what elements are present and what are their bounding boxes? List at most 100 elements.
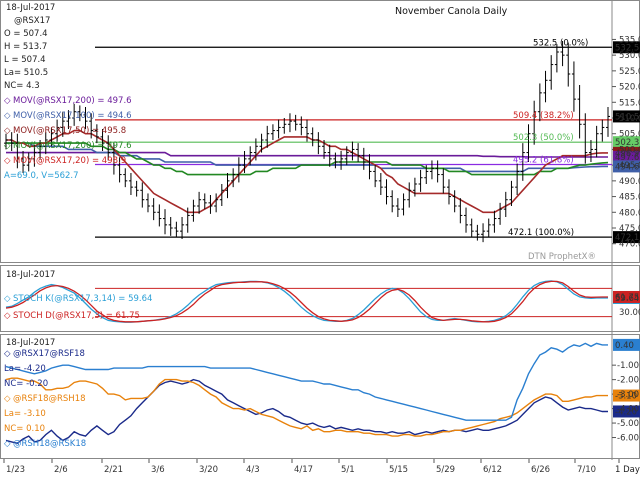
ohlc-bar — [225, 173, 230, 199]
fib-level-label: 502.3 (50.0%) — [513, 133, 574, 143]
legend-marker: ◇ — [4, 439, 11, 449]
ohlc-bar — [49, 127, 54, 147]
legend-entry: @RSF18@RSH18 — [13, 394, 86, 404]
ohlc-bar — [469, 218, 474, 238]
ohlc-bar — [401, 193, 406, 216]
ohlc-bar — [549, 55, 554, 90]
ohlc-bar — [293, 114, 298, 131]
fib-level-label: 495.2 (61.8%) — [513, 156, 574, 166]
legend-entry: STOCH D(@RSX17,3) = 61.75 — [13, 311, 140, 321]
ohlc-bar — [106, 135, 111, 161]
spread-line — [5, 377, 608, 437]
ohlc-bar — [554, 44, 559, 73]
legend-marker: ◇ — [4, 111, 11, 121]
xtick-label: 1/23 — [6, 465, 25, 475]
legend-entry: MOV(@RSX17,200) = 497.6 — [13, 96, 132, 106]
legend-marker: ◇ — [4, 141, 11, 151]
ohlc-bar — [395, 198, 400, 217]
price-tag-label: 494.6 — [615, 162, 639, 172]
ohlc-bar — [429, 160, 434, 180]
spread-ytick-label: -3.00 — [617, 390, 639, 400]
price-ytick-label: 500.0 — [619, 145, 640, 155]
ohlc-bar — [299, 116, 304, 136]
ma50-line — [6, 142, 609, 176]
price-ytick-label: 475.0 — [619, 224, 640, 234]
xtick-label: 6/12 — [483, 465, 502, 475]
ohlc-bar — [197, 191, 202, 214]
ohlc-bar — [236, 157, 241, 183]
legend-marker: ◇ — [4, 394, 11, 404]
legend-entry: NC= 0.10 — [4, 424, 45, 434]
ohlc-bar — [83, 107, 88, 129]
xtick-label: 7/10 — [577, 465, 596, 475]
ohlc-bar — [498, 202, 503, 225]
ohlc-bar — [594, 125, 599, 158]
price-tag-bg — [613, 160, 640, 173]
ohlc-bar — [464, 207, 469, 233]
ohlc-bar — [322, 140, 327, 159]
ohlc-bar — [418, 169, 423, 192]
xtick-label: 5/15 — [389, 465, 408, 475]
ohlc-bar — [424, 165, 429, 184]
price-tag-label: 497.6 — [615, 153, 639, 163]
ohlc-bar — [180, 217, 185, 239]
price-header-symbol: @RSX17 — [14, 16, 50, 26]
ohlc-bar — [259, 133, 264, 153]
stoch-ytick-label: 30.00 — [619, 308, 640, 318]
price-ytick-label: 490.0 — [619, 177, 640, 187]
text-layer: 18-Jul-2017 @RSX17 O = 507.4 H = 513.7 L… — [4, 3, 640, 475]
ohlc-bar — [384, 179, 389, 205]
xtick-label: 3/6 — [151, 465, 165, 475]
spread-panel-frame — [0, 334, 640, 459]
stoch-header-date: 18-Jul-2017 — [6, 270, 55, 280]
ohlc-bar — [287, 113, 292, 133]
ohlc-bar — [32, 144, 37, 167]
legend-entry: La= -3.10 — [4, 409, 46, 419]
ohlc-bar — [117, 157, 122, 183]
legend-marker: ◇ — [4, 156, 11, 166]
ohlc-bar — [208, 195, 213, 214]
price-tag-bg — [613, 231, 640, 244]
legend-entry: @RSH18@RSK18 — [13, 439, 86, 449]
ohlc-bar — [606, 107, 610, 137]
ohlc-bar — [566, 42, 571, 87]
price-header-open: O = 507.4 — [4, 29, 48, 39]
ohlc-bar — [310, 127, 315, 147]
price-ytick-label: 520.0 — [619, 83, 640, 93]
ohlc-bar — [26, 152, 31, 172]
ohlc-bar — [452, 190, 457, 213]
ohlc-bar — [339, 151, 344, 170]
fib-level-label: 472.1 (100.0%) — [508, 228, 574, 238]
price-header-last: La= 510.5 — [4, 68, 48, 78]
legend-entry: MOV(@RSX17,20) = 498.9 — [13, 156, 126, 166]
ohlc-bar — [248, 146, 253, 166]
ohlc-bar — [515, 163, 520, 195]
ohlc-bar — [446, 179, 451, 205]
ohlc-bar — [390, 190, 395, 213]
ohlc-bar — [191, 199, 196, 222]
ohlc-bar — [134, 180, 139, 197]
spread-ytick-label: -4.00 — [617, 405, 639, 415]
price-tag-label: 510.5 — [615, 112, 639, 122]
price-tag-label: 472.1 — [615, 233, 639, 243]
ohlc-bar — [60, 111, 65, 137]
legend-marker: ◇ — [4, 349, 11, 359]
ohlc-bar — [571, 61, 576, 112]
spread-tag-label: 0.40 — [615, 341, 634, 351]
ohlc-bar — [265, 125, 270, 148]
price-tag-label: 498.9 — [615, 149, 639, 159]
ohlc-bar — [163, 209, 168, 235]
legend-marker: ◇ — [4, 311, 11, 321]
price-ytick-label: 505.0 — [619, 130, 640, 140]
ohlc-bar — [72, 103, 77, 126]
watermark: DTN ProphetX® — [528, 252, 596, 262]
spread-ytick-label: -1.00 — [617, 361, 639, 371]
fib-level-label: 532.5 (0.0%) — [533, 38, 588, 48]
ohlc-bar — [588, 140, 593, 162]
ohlc-bar — [276, 119, 281, 139]
stoch-line — [5, 280, 608, 323]
ohlc-bar — [503, 191, 508, 217]
ohlc-bar — [202, 193, 207, 210]
legend-marker: ◇ — [4, 96, 11, 106]
stoch-tag-bg — [613, 290, 640, 303]
